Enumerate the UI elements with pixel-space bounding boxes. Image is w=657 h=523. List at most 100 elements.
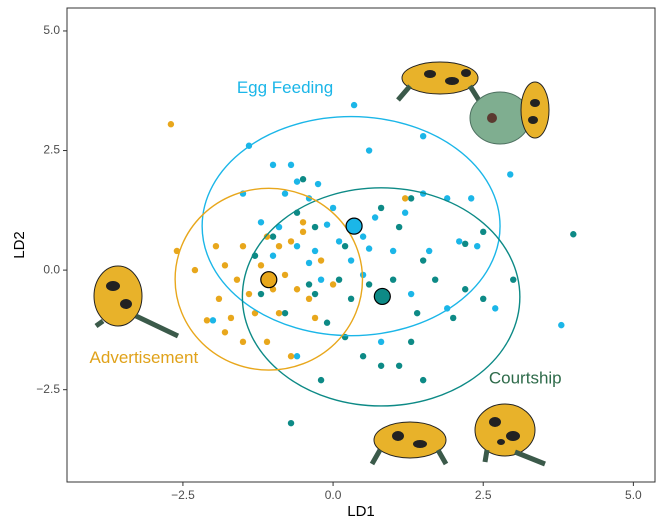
y-tick-label: 2.5	[43, 143, 60, 157]
point	[300, 176, 306, 182]
point	[408, 291, 414, 297]
point	[492, 305, 498, 311]
point	[456, 238, 462, 244]
point	[420, 377, 426, 383]
point	[390, 248, 396, 254]
point	[300, 219, 306, 225]
point	[408, 339, 414, 345]
point	[480, 229, 486, 235]
point	[414, 310, 420, 316]
point	[402, 195, 408, 201]
point	[282, 190, 288, 196]
point	[396, 224, 402, 230]
point	[360, 233, 366, 239]
point	[378, 205, 384, 211]
point	[378, 339, 384, 345]
point	[270, 253, 276, 259]
point	[240, 243, 246, 249]
point	[276, 310, 282, 316]
point	[288, 420, 294, 426]
point	[300, 229, 306, 235]
point	[366, 245, 372, 251]
point	[420, 257, 426, 263]
point	[372, 214, 378, 220]
point	[258, 219, 264, 225]
point	[570, 231, 576, 237]
point	[324, 221, 330, 227]
frog-bottom-right	[475, 404, 545, 464]
point	[240, 339, 246, 345]
point	[336, 238, 342, 244]
x-tick-label: 0.0	[325, 488, 342, 502]
point	[348, 257, 354, 263]
point	[348, 296, 354, 302]
point	[168, 121, 174, 127]
point	[270, 162, 276, 168]
x-tick-label: 5.0	[625, 488, 642, 502]
point	[402, 210, 408, 216]
point	[468, 195, 474, 201]
x-tick-label: −2.5	[171, 488, 195, 502]
frog-bottom	[372, 422, 446, 464]
point	[315, 181, 321, 187]
point	[396, 363, 402, 369]
point	[480, 296, 486, 302]
point	[390, 276, 396, 282]
point	[294, 286, 300, 292]
point	[510, 276, 516, 282]
point	[474, 243, 480, 249]
frog-egg	[470, 82, 549, 144]
point	[366, 147, 372, 153]
point	[324, 320, 330, 326]
point	[378, 363, 384, 369]
point	[366, 281, 372, 287]
point	[558, 322, 564, 328]
point	[312, 224, 318, 230]
point	[306, 296, 312, 302]
series-label: Advertisement	[90, 348, 199, 367]
point	[318, 276, 324, 282]
point	[282, 310, 288, 316]
point	[507, 171, 513, 177]
point	[360, 353, 366, 359]
point	[462, 286, 468, 292]
y-tick-label: 5.0	[43, 23, 60, 37]
series-label: Egg Feeding	[237, 78, 333, 97]
point	[204, 317, 210, 323]
point	[336, 276, 342, 282]
point	[288, 353, 294, 359]
point	[318, 257, 324, 263]
point	[228, 315, 234, 321]
point	[213, 243, 219, 249]
point	[330, 281, 336, 287]
centroid	[374, 288, 390, 304]
point	[306, 260, 312, 266]
point	[294, 178, 300, 184]
point	[306, 281, 312, 287]
x-tick-label: 2.5	[475, 488, 492, 502]
point	[222, 262, 228, 268]
point	[342, 243, 348, 249]
point	[264, 339, 270, 345]
point	[432, 276, 438, 282]
centroid	[261, 272, 277, 288]
point	[294, 243, 300, 249]
centroid	[346, 218, 362, 234]
point	[318, 377, 324, 383]
point	[288, 238, 294, 244]
point	[462, 241, 468, 247]
frog-top	[398, 62, 480, 102]
point	[420, 133, 426, 139]
point	[282, 272, 288, 278]
point	[312, 315, 318, 321]
point	[450, 315, 456, 321]
frog-left	[94, 266, 178, 336]
series-label: Courtship	[489, 369, 562, 388]
point	[408, 195, 414, 201]
point	[312, 291, 318, 297]
y-tick-label: 0.0	[43, 262, 60, 276]
point	[258, 291, 264, 297]
point	[276, 243, 282, 249]
plot-panel	[67, 8, 655, 482]
point	[288, 162, 294, 168]
